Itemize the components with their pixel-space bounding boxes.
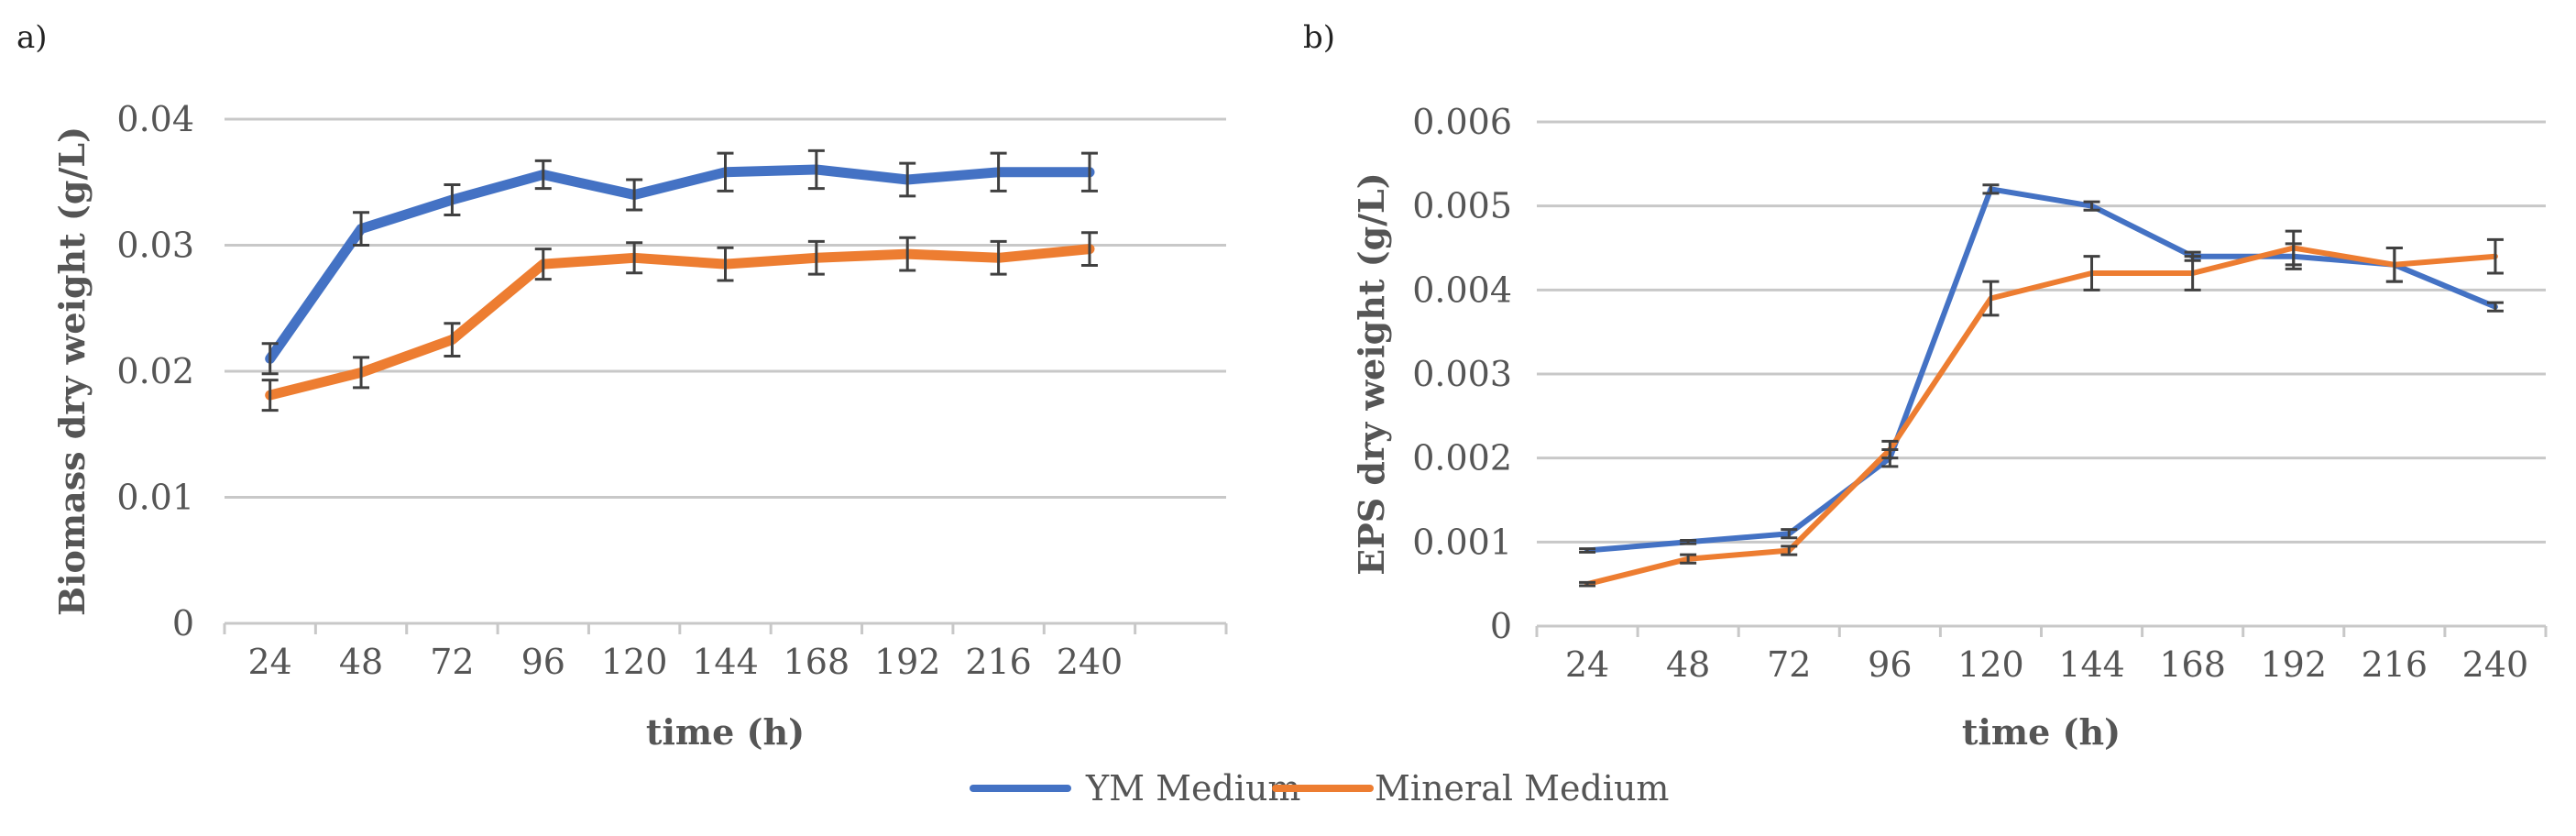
error-bar [1781,528,1798,540]
error-bar [353,211,370,247]
error-bar [2486,237,2504,275]
error-bar [1579,547,1596,554]
error-bar [444,183,461,216]
x-tick-label: 72 [1767,644,1811,685]
legend: YM Medium Mineral Medium [970,768,1669,808]
x-tick-label: 168 [784,642,850,682]
error-bar [899,161,916,198]
x-tick-label: 24 [248,642,292,682]
error-bar [990,239,1007,276]
series-line-ym-medium [1584,186,2498,554]
error-bar [717,151,734,192]
x-axis-title: time (h) [646,711,805,753]
x-tick-label: 96 [1868,644,1912,685]
y-tick-label: 0.004 [1412,270,1512,310]
error-bar [444,322,461,358]
y-tick-label: 0.04 [116,99,194,139]
y-tick-label: 0.02 [116,351,194,391]
error-bar [717,246,734,282]
panel-label: b) [1303,19,1335,56]
error-bar [1080,151,1098,192]
x-tick-label: 72 [430,642,474,682]
legend-label-mineral-medium: Mineral Medium [1375,768,1669,808]
error-bar [1680,553,1697,565]
y-tick-label: 0.01 [116,478,194,518]
y-tick-label: 0 [172,603,194,644]
error-bar [1579,580,1596,588]
legend-label-ym-medium: YM Medium [1085,768,1300,808]
x-tick-label: 120 [1957,644,2024,685]
error-bar [990,151,1007,192]
x-tick-label: 48 [339,642,383,682]
x-tick-label: 216 [965,642,1032,682]
error-bar [1982,183,2000,195]
y-tick-label: 0.003 [1412,354,1512,394]
x-tick-label: 96 [521,642,565,682]
error-bar [807,239,825,276]
y-tick-label: 0.001 [1412,522,1512,562]
error-bar [626,178,643,212]
error-bar [261,379,279,412]
chart-panel-b: b) 0 0.001 0.002 0.003 0.004 0.005 0.006 24 48 72 9… [1303,19,2548,753]
x-tick-label: 120 [601,642,668,682]
error-bar [2184,255,2201,292]
x-tick-label: 240 [2462,644,2529,685]
error-bar [1680,539,1697,545]
error-bar [2285,229,2302,267]
x-tick-label: 216 [2362,644,2428,685]
error-bar [626,241,643,275]
chart-panel-a: a) 0 0.01 0.02 0.03 0.04 24 48 72 96 120 144 168 192 2… [16,19,1228,753]
error-bar [807,148,825,191]
y-axis-title: Biomass dry weight (g/L) [51,126,93,616]
error-bar [534,248,552,281]
series-line-mineral-medium [265,244,1095,401]
y-axis-title: EPS dry weight (g/L) [1351,172,1392,576]
series-line-mineral-medium [1584,245,2498,588]
x-tick-label: 48 [1666,644,1710,685]
x-tick-label: 144 [2058,644,2125,685]
x-tick-label: 24 [1565,644,1609,685]
x-tick-label: 192 [874,642,941,682]
error-bar [1080,231,1098,267]
error-bar [1781,544,1798,556]
error-bar [261,342,279,376]
error-bar [534,159,552,191]
error-bar [1982,280,2000,317]
x-axis-title: time (h) [1962,711,2121,753]
error-bar [2083,255,2100,292]
y-tick-label: 0 [1490,606,1512,646]
y-tick-label: 0.006 [1412,102,1512,142]
error-bar [2486,301,2504,313]
error-bar [2385,247,2403,283]
panel-label: a) [16,19,48,56]
series-line-ym-medium [265,164,1095,364]
error-bar [1881,439,1899,460]
x-tick-label: 144 [692,642,759,682]
error-bar [2083,200,2100,212]
x-tick-label: 168 [2159,644,2226,685]
x-tick-label: 192 [2260,644,2327,685]
y-tick-label: 0.005 [1412,186,1512,226]
error-bar [899,236,916,272]
x-tick-label: 240 [1057,642,1124,682]
y-tick-label: 0.002 [1412,438,1512,478]
y-tick-label: 0.03 [116,226,194,266]
error-bar [353,356,370,390]
